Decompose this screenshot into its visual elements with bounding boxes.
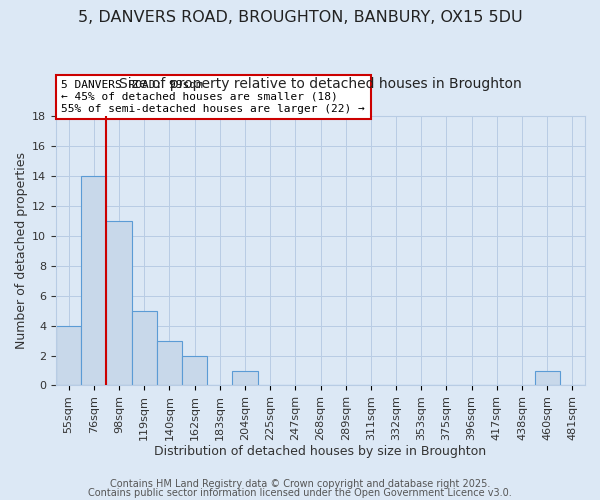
Bar: [535, 370, 560, 386]
Bar: [232, 370, 257, 386]
Title: Size of property relative to detached houses in Broughton: Size of property relative to detached ho…: [119, 78, 522, 92]
Bar: [56, 326, 81, 386]
Bar: [157, 340, 182, 386]
Y-axis label: Number of detached properties: Number of detached properties: [15, 152, 28, 350]
Bar: [131, 310, 157, 386]
Bar: [106, 221, 131, 386]
Text: 5 DANVERS ROAD: 99sqm
← 45% of detached houses are smaller (18)
55% of semi-deta: 5 DANVERS ROAD: 99sqm ← 45% of detached …: [61, 80, 365, 114]
Bar: [182, 356, 207, 386]
Text: 5, DANVERS ROAD, BROUGHTON, BANBURY, OX15 5DU: 5, DANVERS ROAD, BROUGHTON, BANBURY, OX1…: [77, 10, 523, 25]
Bar: [81, 176, 106, 386]
Text: Contains HM Land Registry data © Crown copyright and database right 2025.: Contains HM Land Registry data © Crown c…: [110, 479, 490, 489]
X-axis label: Distribution of detached houses by size in Broughton: Distribution of detached houses by size …: [154, 444, 487, 458]
Text: Contains public sector information licensed under the Open Government Licence v3: Contains public sector information licen…: [88, 488, 512, 498]
